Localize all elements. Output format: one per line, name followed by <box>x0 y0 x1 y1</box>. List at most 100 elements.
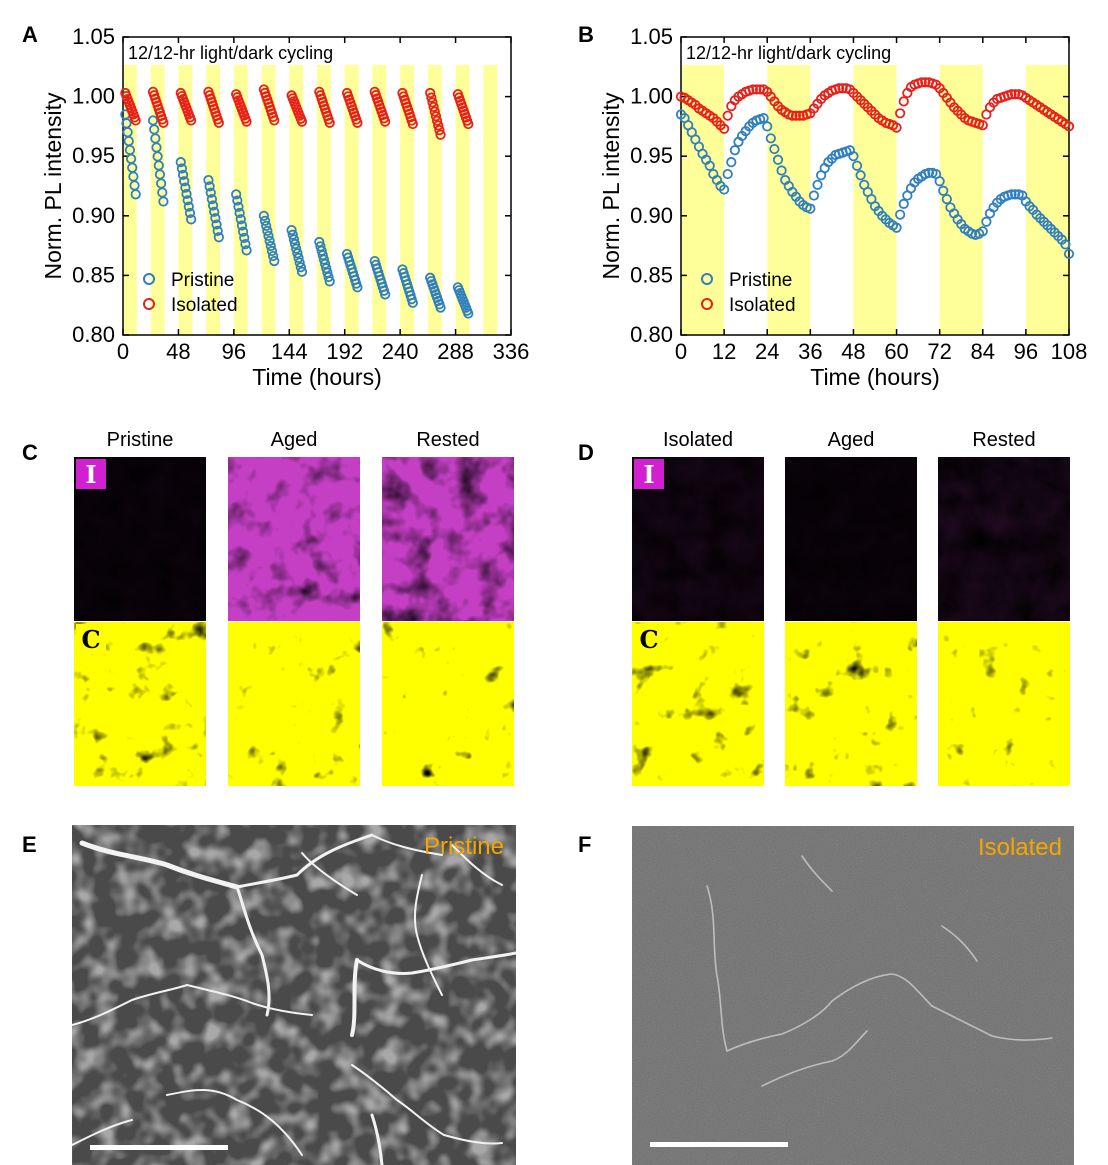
data-point <box>294 257 305 268</box>
legend-label: Isolated <box>729 295 796 316</box>
data-point <box>719 123 730 134</box>
data-point <box>776 165 787 176</box>
data-point <box>435 129 446 140</box>
data-point <box>855 170 866 181</box>
data-point <box>231 189 242 200</box>
data-point <box>704 160 715 171</box>
sem-label-isolated: Isolated <box>977 834 1062 861</box>
x-tick-label: 240 <box>382 339 419 364</box>
data-point <box>805 203 816 214</box>
data-point <box>262 225 273 236</box>
data-point <box>207 200 219 211</box>
iodine-signal <box>228 457 360 621</box>
data-point <box>1060 239 1071 250</box>
y-tick-label: 1.05 <box>72 25 115 49</box>
light-period-band <box>150 65 165 335</box>
map-c-iodine-rested <box>382 457 514 621</box>
map-d-carbon-aged <box>785 622 917 786</box>
data-point <box>722 168 733 180</box>
panel-letter-e: E <box>22 832 37 857</box>
data-point <box>296 116 308 127</box>
data-point <box>938 185 949 196</box>
data-point <box>175 157 186 168</box>
light-period-band <box>178 65 193 335</box>
map-d-iodine-rested <box>938 457 1070 621</box>
data-point <box>269 255 280 267</box>
data-point <box>232 195 243 206</box>
data-point <box>934 176 945 187</box>
x-tick-label: 0 <box>675 339 687 364</box>
sem-image-pristine: Pristine <box>72 825 516 1165</box>
data-point <box>233 201 244 212</box>
x-tick-label: 96 <box>222 339 246 364</box>
data-point <box>772 154 784 165</box>
chart-b: 0.80 0.85 0.90 0.95 1.00 1.05 0 12 24 36 48 60 72 84 9… <box>598 25 1087 390</box>
x-tick-label: 60 <box>884 339 908 364</box>
map-c-iodine-aged <box>228 457 360 621</box>
data-point <box>407 118 418 130</box>
legend-label: Pristine <box>171 270 234 291</box>
y-axis-label: Norm. PL intensity <box>598 92 624 280</box>
data-point <box>427 97 438 108</box>
sem-pristine-texture <box>72 825 516 1165</box>
data-point <box>920 77 931 88</box>
data-point <box>751 84 762 95</box>
data-point <box>288 234 300 245</box>
x-tick-label: 0 <box>117 339 129 364</box>
data-point <box>765 133 776 144</box>
legend-marker <box>701 273 713 285</box>
data-point <box>463 308 474 319</box>
sem-isolated-texture <box>632 826 1074 1165</box>
data-point <box>130 189 141 200</box>
series-isolated <box>675 77 1075 134</box>
data-point <box>296 266 308 277</box>
plot-frame <box>680 36 1070 336</box>
data-point <box>293 252 304 264</box>
legend-label: Pristine <box>729 270 792 291</box>
data-point <box>205 187 216 198</box>
panel-letter-a: A <box>22 22 38 47</box>
data-point <box>324 276 335 287</box>
data-point <box>241 245 252 256</box>
data-point <box>941 194 952 205</box>
data-point <box>266 245 278 257</box>
data-point <box>212 225 223 236</box>
data-point <box>833 83 845 94</box>
data-point <box>264 235 275 247</box>
data-point <box>239 232 250 244</box>
data-point <box>265 240 276 252</box>
data-point <box>848 151 859 162</box>
data-point <box>182 195 193 206</box>
data-point <box>719 184 730 195</box>
data-point <box>236 220 248 231</box>
data-point <box>289 238 301 250</box>
data-point <box>851 160 863 171</box>
data-point <box>794 110 805 121</box>
x-tick-label: 144 <box>271 339 308 364</box>
data-point <box>1063 248 1075 260</box>
sem-pristine-cracks <box>72 833 516 1165</box>
sem-isolated-cracks <box>706 855 1053 1087</box>
data-point <box>428 101 439 113</box>
map-c-title-1: Aged <box>270 429 318 451</box>
data-point <box>430 111 442 122</box>
data-point <box>263 230 274 242</box>
data-point <box>431 115 443 126</box>
y-tick-label: 1.00 <box>72 84 115 109</box>
x-tick-label: 36 <box>798 339 822 364</box>
chart-annotation: 12/12-hr light/dark cycling <box>686 43 891 63</box>
data-point <box>787 110 798 121</box>
map-d-iodine-isolated: I <box>632 457 764 621</box>
light-period-band <box>206 65 220 335</box>
map-c-iodine-pristine: I <box>74 457 206 621</box>
data-point <box>898 96 909 107</box>
data-point <box>380 289 391 300</box>
data-point <box>295 262 306 273</box>
y-tick-label: 0.90 <box>630 203 673 228</box>
data-point <box>895 108 906 119</box>
data-point <box>234 207 245 219</box>
y-tick-label: 1.00 <box>630 84 673 109</box>
data-point <box>269 115 280 126</box>
data-point <box>916 77 927 88</box>
sem-image-isolated: Isolated <box>632 826 1074 1165</box>
